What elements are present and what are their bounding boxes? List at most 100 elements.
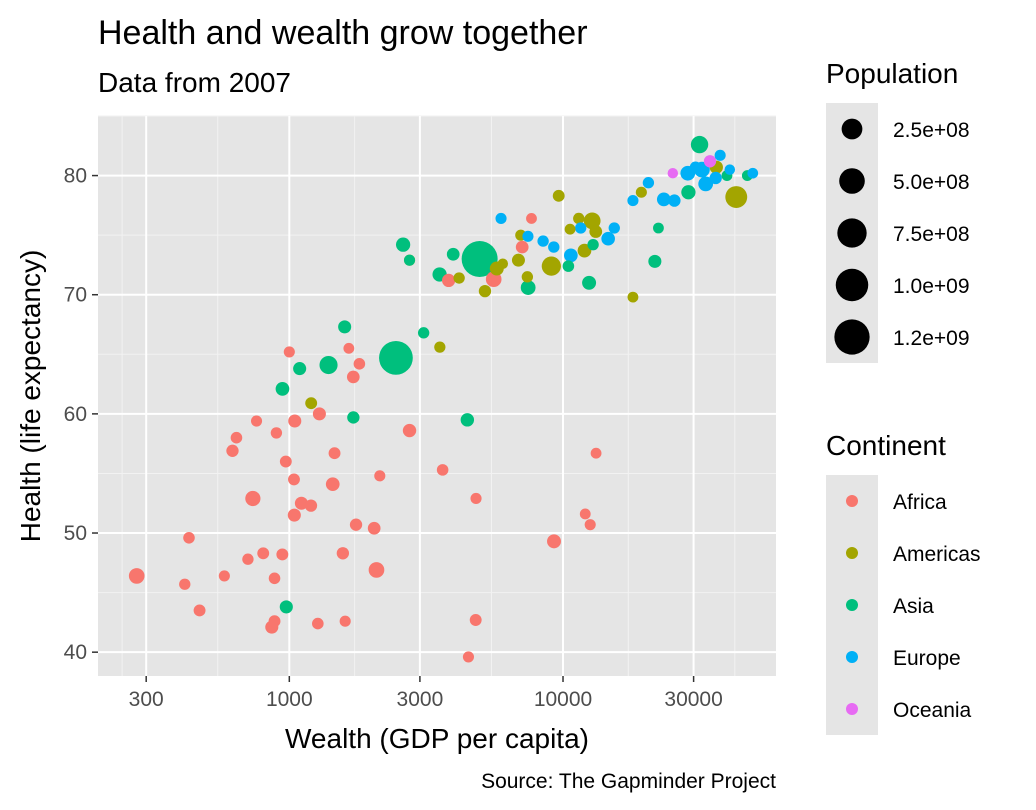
- y-tick-label: 60: [64, 403, 87, 426]
- data-point-africa: [179, 578, 191, 590]
- data-point-africa: [304, 499, 318, 512]
- data-point-africa: [288, 414, 302, 428]
- data-point-africa: [470, 492, 482, 505]
- x-tick-label: 300: [129, 688, 164, 711]
- data-point-americas: [573, 212, 585, 225]
- data-point-europe: [495, 212, 507, 225]
- data-point-europe: [656, 192, 671, 207]
- chart-subtitle: Data from 2007: [98, 67, 291, 98]
- data-point-africa: [368, 562, 385, 578]
- y-tick-label: 80: [64, 165, 87, 188]
- data-point-africa: [218, 570, 230, 582]
- data-point-africa: [515, 240, 529, 254]
- data-point-europe: [698, 176, 714, 192]
- x-tick-label: 3000: [397, 688, 444, 711]
- data-point-americas: [577, 243, 592, 258]
- data-point-asia: [690, 135, 709, 154]
- data-point-africa: [183, 532, 195, 544]
- x-tick-label: 30000: [664, 688, 722, 711]
- data-point-africa: [469, 614, 482, 626]
- data-point-asia: [582, 275, 597, 290]
- data-point-asia: [587, 239, 599, 251]
- data-point-americas: [627, 291, 639, 303]
- data-point-africa: [312, 617, 324, 630]
- data-point-europe: [537, 235, 549, 247]
- x-tick-label: 1000: [266, 688, 313, 711]
- color-legend-key: [846, 651, 858, 663]
- data-point-africa: [547, 534, 561, 549]
- x-tick-label: 10000: [534, 688, 592, 711]
- data-point-africa: [402, 423, 417, 438]
- data-point-asia: [653, 222, 664, 234]
- y-axis-title: Health (life expectancy): [15, 250, 46, 543]
- data-point-africa: [226, 444, 239, 457]
- y-tick-label: 70: [64, 284, 87, 307]
- data-points: [128, 135, 759, 663]
- data-point-europe: [522, 230, 534, 242]
- x-axis-ticks: 300 1000 3000 10000 30000: [129, 676, 723, 711]
- data-point-asia: [279, 600, 293, 614]
- color-legend-label: Africa: [893, 491, 947, 514]
- data-point-asia: [293, 362, 307, 376]
- data-point-europe: [668, 194, 681, 207]
- data-point-asia: [417, 327, 430, 339]
- data-point-europe: [575, 222, 587, 234]
- data-point-africa: [128, 568, 145, 584]
- data-point-africa: [349, 518, 363, 531]
- size-legend-key: [839, 168, 865, 194]
- data-point-africa: [283, 346, 295, 358]
- size-legend-key: [837, 218, 867, 248]
- color-legend-label: Oceania: [893, 699, 972, 722]
- data-point-europe: [601, 231, 615, 246]
- data-point-asia: [338, 320, 352, 334]
- chart-caption: Source: The Gapminder Project: [481, 770, 776, 793]
- color-legend-key: [846, 599, 858, 611]
- data-point-americas: [305, 397, 318, 410]
- data-point-africa: [193, 604, 206, 617]
- data-point-africa: [336, 547, 350, 560]
- minor-gridlines: [98, 115, 776, 676]
- data-point-americas: [725, 186, 748, 208]
- size-legend-label: 7.5e+08: [893, 223, 970, 246]
- data-point-oceania: [703, 155, 717, 168]
- data-point-europe: [627, 195, 639, 207]
- color-legend-key: [846, 703, 858, 715]
- data-point-americas: [635, 186, 647, 198]
- size-legend-label: 2.5e+08: [893, 119, 970, 142]
- data-point-europe: [724, 164, 736, 175]
- data-point-africa: [374, 470, 386, 482]
- data-point-africa: [250, 415, 263, 427]
- color-legend-key: [846, 495, 858, 507]
- data-point-africa: [288, 473, 300, 486]
- size-legend: 2.5e+08 5.0e+08 7.5e+08 1.0e+09 1.2e+09: [834, 118, 970, 355]
- data-point-africa: [279, 455, 292, 468]
- chart-title: Health and wealth grow together: [98, 14, 588, 52]
- color-legend-label: Asia: [893, 595, 934, 618]
- data-point-europe: [714, 149, 726, 161]
- data-point-africa: [257, 547, 270, 560]
- data-point-africa: [328, 447, 341, 460]
- data-point-africa: [339, 615, 351, 627]
- data-point-europe: [709, 171, 722, 185]
- data-point-africa: [276, 548, 289, 561]
- data-point-africa: [294, 496, 308, 510]
- data-point-americas: [541, 256, 561, 276]
- data-point-africa: [343, 342, 355, 354]
- data-point-africa: [325, 477, 340, 492]
- data-point-europe: [747, 167, 759, 179]
- data-point-africa: [441, 273, 456, 288]
- color-legend-label: Americas: [893, 543, 981, 566]
- data-point-africa: [526, 213, 537, 224]
- data-point-africa: [268, 615, 281, 628]
- data-point-africa: [436, 464, 449, 476]
- data-point-asia: [461, 240, 498, 277]
- y-tick-label: 50: [64, 522, 87, 545]
- data-point-americas: [511, 253, 525, 267]
- data-point-africa: [287, 508, 301, 522]
- data-point-asia: [403, 254, 416, 266]
- plot-panel: [98, 116, 776, 676]
- data-point-americas: [589, 225, 603, 238]
- data-point-europe: [642, 177, 655, 189]
- size-legend-key: [835, 268, 869, 302]
- data-point-americas: [583, 212, 601, 230]
